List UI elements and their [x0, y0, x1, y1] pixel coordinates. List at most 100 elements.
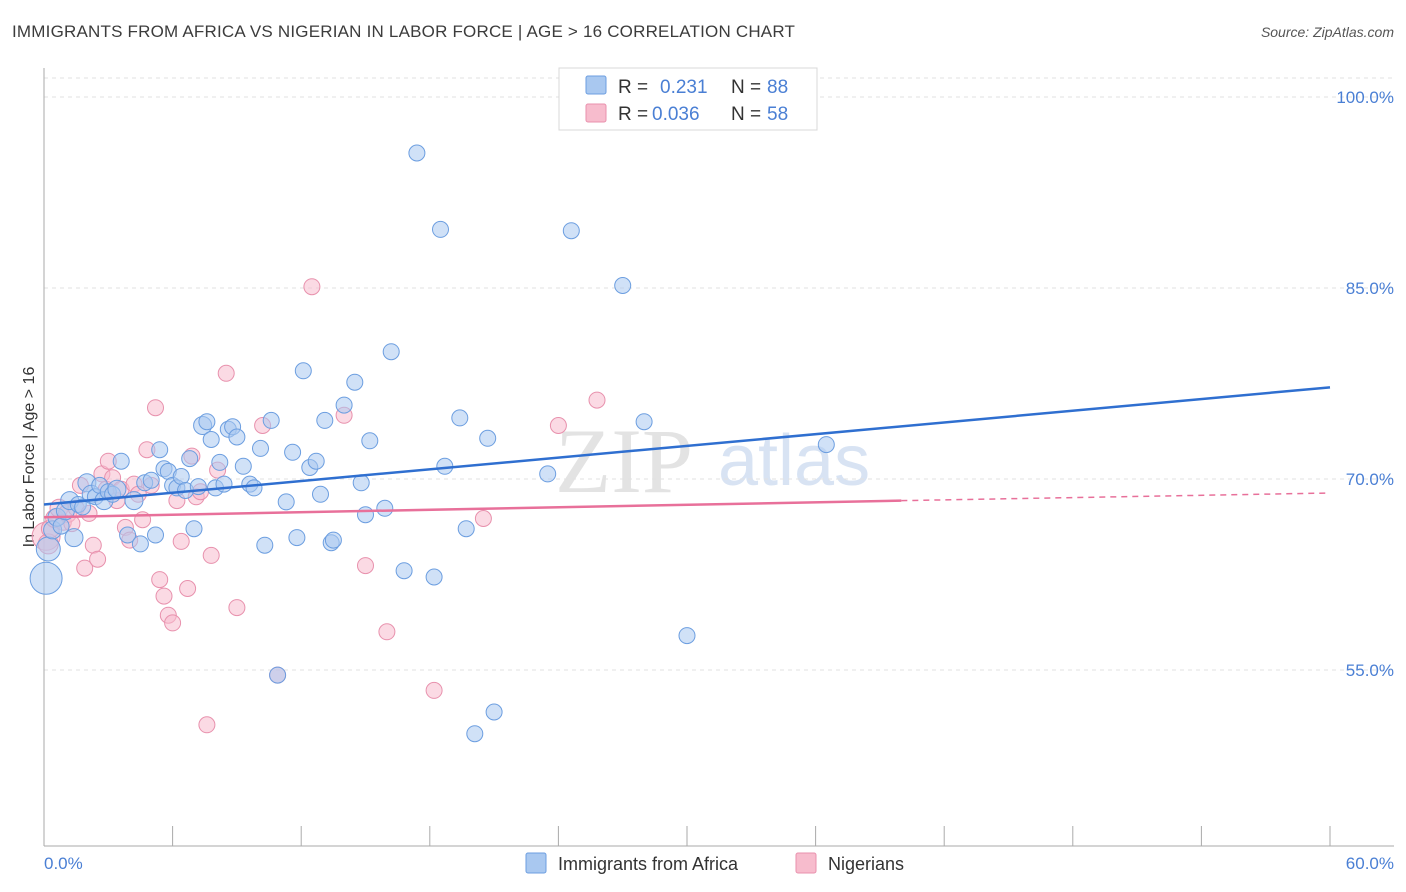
africa-point — [185, 520, 203, 538]
africa-point — [234, 457, 252, 475]
africa-point — [131, 535, 149, 553]
nigerian-point — [179, 580, 197, 597]
africa-point — [107, 479, 127, 499]
legend-r-label-nigerian: R = — [618, 104, 648, 125]
africa-point — [479, 429, 497, 447]
africa-point — [147, 526, 164, 544]
nigerian-point — [164, 614, 182, 632]
africa-point — [288, 529, 306, 547]
nigerian-point — [84, 536, 102, 554]
nigerian-point — [155, 587, 173, 605]
africa-point — [451, 409, 469, 427]
africa-point — [228, 428, 246, 446]
legend-r-value-africa: 0.231 — [660, 77, 708, 98]
y-tick-label: 100.0% — [1336, 88, 1394, 107]
series-legend: Immigrants from Africa Nigerians — [525, 852, 904, 874]
africa-point — [408, 144, 426, 162]
africa-point — [269, 666, 287, 684]
africa-point — [198, 413, 216, 431]
africa-point — [376, 499, 394, 517]
africa-point — [346, 373, 364, 391]
africa-point — [284, 443, 302, 461]
africa-point — [142, 471, 160, 489]
africa-point — [307, 452, 325, 470]
legend-n-label-nigerian: N = — [731, 104, 761, 125]
nigerian-point — [172, 532, 190, 550]
africa-point — [181, 450, 199, 468]
y-axis-label: In Labor Force | Age > 16 — [21, 367, 38, 548]
africa-points — [29, 144, 835, 743]
africa-point — [119, 526, 137, 544]
africa-point — [635, 413, 653, 431]
correlation-legend: R = 0.231 N = 88 R = 0.036 N = 58 — [558, 67, 818, 131]
africa-point — [112, 452, 130, 470]
legend-r-label-africa: R = — [618, 77, 648, 98]
africa-point — [29, 561, 63, 595]
africa-trend-line — [43, 386, 1331, 506]
nigerian-point — [202, 546, 220, 564]
y-tick-label: 70.0% — [1346, 470, 1394, 489]
nigerian-point — [303, 278, 321, 296]
africa-point — [252, 439, 269, 457]
watermark: ZIP atlas — [555, 410, 870, 512]
africa-point — [316, 411, 334, 429]
watermark-atlas: atlas — [718, 421, 870, 501]
bottom-legend-label-nigerian: Nigerians — [828, 854, 904, 874]
africa-point — [312, 485, 329, 503]
africa-point — [202, 431, 220, 448]
africa-point — [457, 520, 475, 538]
nigerian-point — [588, 391, 606, 409]
grid-lines — [44, 77, 1394, 671]
legend-swatch-nigerian — [585, 103, 607, 123]
x-tick-label-min: 0.0% — [44, 854, 83, 873]
nigerian-point — [228, 599, 246, 617]
africa-point — [382, 343, 400, 361]
legend-n-value-africa: 88 — [767, 77, 788, 98]
nigerian-points — [31, 278, 606, 734]
africa-point — [277, 493, 295, 511]
africa-point — [614, 277, 632, 294]
y-tick-labels: 55.0% 70.0% 85.0% 100.0% — [1336, 88, 1394, 680]
legend-n-label-africa: N = — [731, 77, 761, 98]
nigerian-point — [198, 716, 216, 734]
nigerian-trend-extension — [901, 492, 1331, 502]
africa-point — [124, 491, 144, 511]
watermark-zip: ZIP — [555, 410, 693, 512]
chart-title: IMMIGRANTS FROM AFRICA VS NIGERIAN IN LA… — [12, 22, 796, 41]
africa-point — [335, 396, 353, 414]
nigerian-point — [357, 557, 374, 575]
source-label: Source: ZipAtlas.com — [1260, 24, 1394, 40]
nigerian-point — [549, 417, 567, 434]
africa-point — [151, 441, 169, 459]
y-tick-label: 55.0% — [1346, 661, 1394, 680]
africa-point — [64, 528, 84, 548]
nigerian-point — [378, 623, 396, 641]
africa-point — [425, 568, 443, 586]
africa-point — [262, 411, 280, 429]
africa-point — [361, 432, 379, 450]
bottom-legend-label-africa: Immigrants from Africa — [558, 854, 739, 874]
africa-point — [245, 479, 263, 497]
nigerian-point — [217, 364, 235, 382]
legend-r-value-nigerian: 0.036 — [652, 104, 700, 125]
nigerian-trend-line — [43, 499, 902, 519]
africa-point — [324, 531, 342, 549]
africa-point — [432, 220, 449, 238]
africa-point — [35, 536, 61, 562]
nigerian-point — [89, 550, 107, 568]
nigerian-point — [147, 399, 164, 417]
y-tick-label: 85.0% — [1346, 279, 1394, 298]
africa-point — [256, 536, 274, 554]
nigerian-point — [76, 559, 94, 577]
x-axis-ticks — [43, 826, 1331, 846]
nigerian-point — [425, 681, 443, 699]
africa-point — [678, 627, 696, 645]
africa-point — [562, 222, 580, 240]
africa-point — [817, 436, 835, 454]
legend-swatch-africa — [585, 75, 607, 95]
africa-point — [466, 725, 484, 743]
africa-point — [395, 562, 413, 580]
africa-point — [189, 478, 207, 496]
africa-point — [539, 465, 557, 483]
